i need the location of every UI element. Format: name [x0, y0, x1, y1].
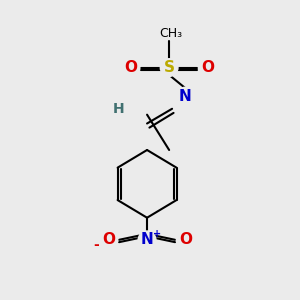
Text: N: N	[141, 232, 153, 247]
Text: O: O	[179, 232, 192, 247]
Text: O: O	[201, 60, 214, 75]
Circle shape	[122, 59, 140, 76]
Text: O: O	[124, 60, 137, 75]
Circle shape	[176, 231, 194, 249]
Circle shape	[100, 231, 118, 249]
Text: S: S	[164, 60, 175, 75]
Circle shape	[176, 87, 194, 105]
Circle shape	[110, 100, 127, 118]
Text: O: O	[102, 232, 115, 247]
Text: H: H	[113, 102, 124, 116]
Text: CH₃: CH₃	[159, 27, 182, 40]
Text: +: +	[153, 229, 161, 239]
Text: -: -	[94, 238, 99, 252]
Circle shape	[199, 59, 216, 76]
Text: N: N	[179, 88, 192, 104]
Circle shape	[138, 231, 156, 249]
Circle shape	[160, 59, 178, 76]
